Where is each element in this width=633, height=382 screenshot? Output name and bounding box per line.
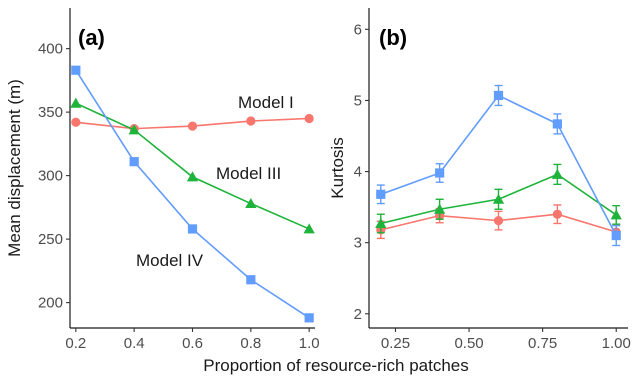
data-point bbox=[304, 113, 314, 124]
data-point bbox=[610, 209, 622, 220]
y-tick-label: 3 bbox=[354, 235, 362, 252]
data-point bbox=[71, 117, 81, 127]
y-tick-label: 250 bbox=[38, 231, 63, 248]
data-point bbox=[376, 189, 386, 199]
data-point bbox=[434, 203, 446, 214]
data-point bbox=[186, 171, 199, 182]
x-tick-label: 0.8 bbox=[240, 335, 261, 352]
y-axis-title: Mean displacement (m) bbox=[5, 79, 24, 257]
x-tick-label: 1.0 bbox=[299, 335, 320, 352]
x-tick-label: 0.2 bbox=[65, 335, 86, 352]
data-point bbox=[70, 97, 82, 108]
panel-label: (a) bbox=[78, 25, 105, 50]
data-point bbox=[493, 216, 504, 226]
x-tick-label: 1.00 bbox=[602, 335, 631, 352]
y-tick-label: 2 bbox=[354, 306, 362, 323]
x-tick-label: 0.50 bbox=[454, 335, 483, 352]
data-point bbox=[304, 313, 314, 323]
series-label: Model III bbox=[216, 164, 281, 183]
data-point bbox=[246, 275, 256, 285]
data-point bbox=[129, 157, 139, 167]
panel-a-chart: 200 250 300 350 400 0.2 0.4 0.6 0.8 1.0 Mean displ… bbox=[5, 8, 320, 352]
data-point bbox=[246, 116, 256, 126]
x-tick-label: 0.25 bbox=[381, 335, 410, 352]
series-square bbox=[376, 84, 621, 247]
data-point bbox=[71, 65, 81, 75]
x-tick-label: 0.4 bbox=[124, 335, 145, 352]
y-axis-title: Kurtosis bbox=[328, 137, 347, 198]
data-point bbox=[303, 223, 315, 234]
y-tick-label: 400 bbox=[38, 41, 63, 58]
series-label: Model IV bbox=[136, 251, 204, 270]
data-point bbox=[187, 121, 198, 131]
data-point bbox=[245, 197, 257, 209]
y-tick-label: 6 bbox=[354, 21, 362, 38]
x-tick-label: 0.6 bbox=[182, 335, 203, 352]
data-point bbox=[552, 209, 562, 219]
data-point bbox=[551, 168, 563, 179]
series-circle bbox=[376, 204, 621, 240]
series-triangle bbox=[375, 163, 622, 234]
x-axis-title: Proportion of resource-rich patches bbox=[203, 356, 469, 375]
data-point bbox=[492, 193, 505, 204]
series-square bbox=[71, 65, 314, 323]
data-point bbox=[552, 119, 562, 129]
panel-label: (b) bbox=[379, 25, 407, 50]
data-point bbox=[375, 217, 387, 228]
data-point bbox=[187, 224, 198, 234]
y-tick-label: 200 bbox=[38, 295, 63, 312]
y-tick-label: 350 bbox=[38, 104, 63, 121]
y-tick-label: 5 bbox=[354, 92, 362, 109]
y-tick-label: 4 bbox=[354, 164, 362, 181]
series-label: Model I bbox=[238, 93, 294, 112]
series-circle bbox=[71, 113, 314, 134]
data-point bbox=[435, 168, 445, 178]
x-tick-label: 0.75 bbox=[528, 335, 557, 352]
y-tick-label: 300 bbox=[38, 168, 63, 185]
data-point bbox=[611, 230, 621, 241]
data-point bbox=[493, 90, 504, 101]
panel-b-chart: 2 3 4 5 6 0.25 0.50 0.75 1.00 Kurtosis (b) bbox=[328, 8, 631, 352]
data-point bbox=[128, 124, 140, 135]
series-triangle bbox=[70, 97, 315, 234]
